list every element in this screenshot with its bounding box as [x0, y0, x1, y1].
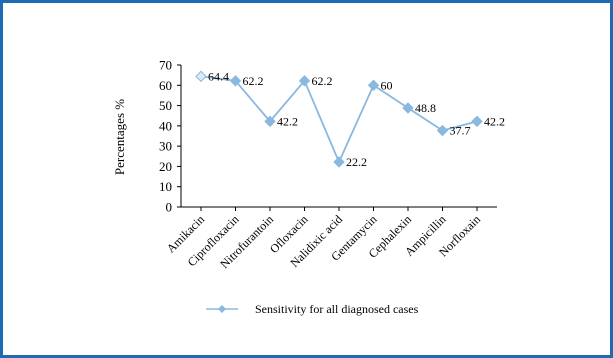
y-tick-label: 70 [159, 58, 172, 73]
y-tick-label: 60 [159, 78, 172, 93]
data-label: 64.4 [208, 69, 229, 83]
y-tick-label: 20 [159, 159, 172, 174]
series-line [200, 75, 478, 163]
y-tick-label: 30 [159, 139, 172, 154]
y-axis: 0 10 20 30 40 50 60 70 [159, 58, 182, 215]
sensitivity-line-chart: 0 10 20 30 40 50 60 70 AmikacinCiprofloxacinNit… [112, 58, 505, 317]
x-axis: AmikacinCiprofloxacinNitrofurantoinOflox… [164, 206, 497, 271]
data-point-marker [264, 115, 276, 128]
y-axis-label: Percentages % [112, 99, 127, 175]
y-tick-label: 0 [166, 200, 173, 215]
data-point-marker [195, 70, 207, 83]
data-point-marker [229, 75, 242, 87]
legend-series-name: Sensitivity for all diagnosed cases [255, 302, 419, 316]
data-point-marker [333, 156, 345, 168]
y-tick-label: 50 [159, 98, 172, 113]
data-point-marker [367, 79, 380, 91]
series-sensitivity [195, 70, 483, 168]
y-tick-label: 40 [159, 118, 172, 133]
data-point-marker [402, 102, 414, 114]
data-label: 22.2 [346, 155, 367, 169]
data-label: 37.7 [450, 124, 471, 138]
data-label: 60 [381, 78, 393, 92]
data-label: 42.2 [277, 114, 298, 128]
data-label: 62.2 [243, 74, 264, 88]
data-label: 42.2 [484, 114, 505, 128]
data-point-marker [436, 124, 449, 137]
legend: Sensitivity for all diagnosed cases [206, 302, 419, 316]
legend-diamond-marker [218, 305, 226, 313]
data-point-marker [471, 115, 483, 128]
data-labels: 64.4 62.2 42.2 62.2 22.2 60 48.8 37.7 42.2 [208, 69, 505, 169]
data-point-marker [298, 75, 311, 87]
y-tick-label: 10 [159, 179, 172, 194]
data-label: 48.8 [415, 101, 436, 115]
data-label: 62.2 [312, 74, 333, 88]
